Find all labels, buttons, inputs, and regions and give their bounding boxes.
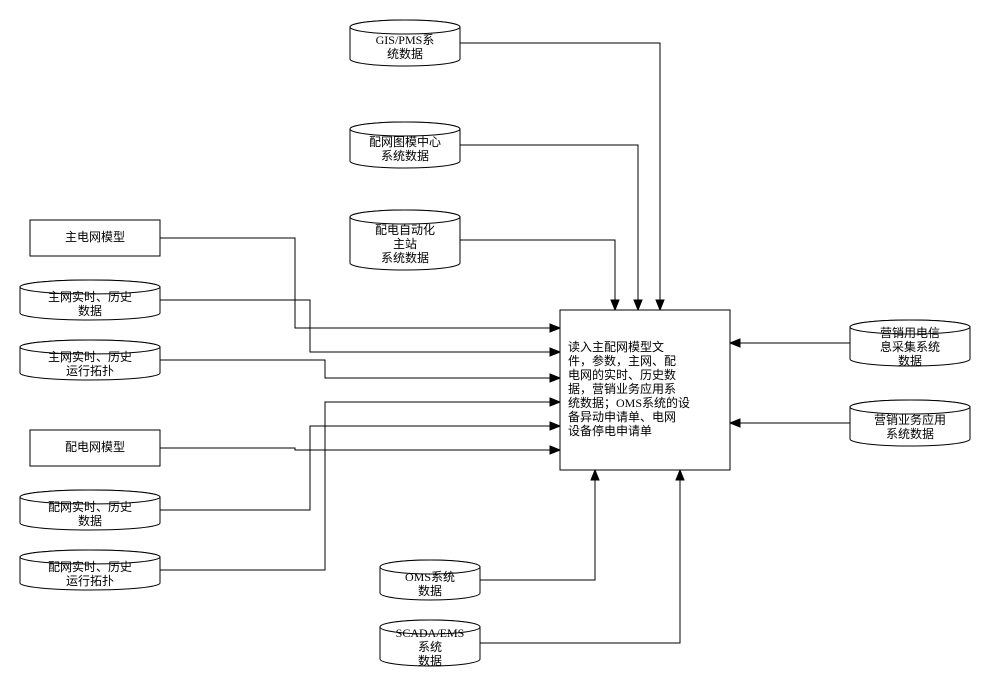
node-mkt_biz: 营销业务应用系统数据 [850,400,970,446]
node-text: 数据 [78,513,102,528]
node-text: 营销用电信 [880,326,940,340]
node-text: 主站 [393,237,417,251]
edge-dist_hist [160,422,560,510]
node-dist_model: 配电网模型 [30,430,160,466]
node-text: 系统数据 [381,148,429,163]
node-mkt_info: 营销用电信息采集系统数据 [850,320,970,368]
node-text: SCADA/EMS [396,626,465,640]
node-scada: SCADA/EMS系统数据 [380,620,480,668]
node-text: 息采集系统 [880,339,940,354]
node-text: 设备停电申请单 [568,423,652,438]
node-text: 运行拓扑 [66,364,114,378]
node-pd_auto: 配电自动化主站系统数据 [350,210,460,270]
diagram-canvas: GIS/PMS系统数据配网图模中心系统数据配电自动化主站系统数据主电网模型主网实… [0,0,1000,688]
node-text: 数据 [898,353,922,368]
node-pw_map: 配网图模中心系统数据 [350,122,460,168]
node-main_hist: 主网实时、历史数据 [20,280,160,320]
node-text: 运行拓扑 [66,574,114,588]
node-text: 主网实时、历史 [48,289,132,304]
node-main_topo: 主网实时、历史运行拓扑 [20,340,160,380]
node-text: 件，参数，主网、配 [568,353,676,368]
node-text: 统数据；OMS系统的设 [568,395,690,410]
node-text: 备异动申请单、电网 [568,410,676,424]
node-text: 配电网模型 [65,440,125,454]
edge-mkt_biz [730,419,850,427]
node-text: 营销业务应用 [874,412,946,427]
node-text: 系统 [418,640,442,654]
node-center: 读入主配网模型文件，参数，主网、配电网的实时、历史数据，营销业务应用系统数据；O… [560,310,730,470]
edge-dist_topo [160,398,560,570]
node-text: 系统数据 [886,426,934,441]
node-oms: OMS系统数据 [380,560,480,600]
edge-main_topo [160,360,560,382]
node-text: 配网图模中心 [369,134,441,149]
node-text: GIS/PMS系 [376,33,435,47]
edge-oms [480,470,599,580]
node-text: 主电网模型 [65,230,125,244]
node-dist_topo: 配网实时、历史运行拓扑 [20,550,160,590]
node-text: 据，营销业务应用系 [568,381,676,396]
node-text: 数据 [78,303,102,318]
edge-mkt_info [730,339,850,347]
edge-gis [460,43,664,310]
node-text: 配网实时、历史 [48,499,132,514]
node-text: OMS系统 [405,570,455,584]
node-text: 统数据 [387,46,423,61]
node-text: 配网实时、历史 [48,559,132,574]
node-text: 配电自动化 [375,223,435,237]
node-text: 系统数据 [381,250,429,265]
node-text: 数据 [418,583,442,598]
node-gis: GIS/PMS系统数据 [350,20,460,66]
node-text: 主网实时、历史 [48,349,132,364]
node-text: 电网的实时、历史数 [568,367,676,382]
node-text: 读入主配网模型文 [568,339,664,354]
node-text: 数据 [418,653,442,668]
node-main_model: 主电网模型 [30,220,160,256]
edge-scada [480,470,684,643]
node-dist_hist: 配网实时、历史数据 [20,490,160,530]
edge-dist_model [160,446,560,454]
edge-pd_auto [460,240,619,310]
